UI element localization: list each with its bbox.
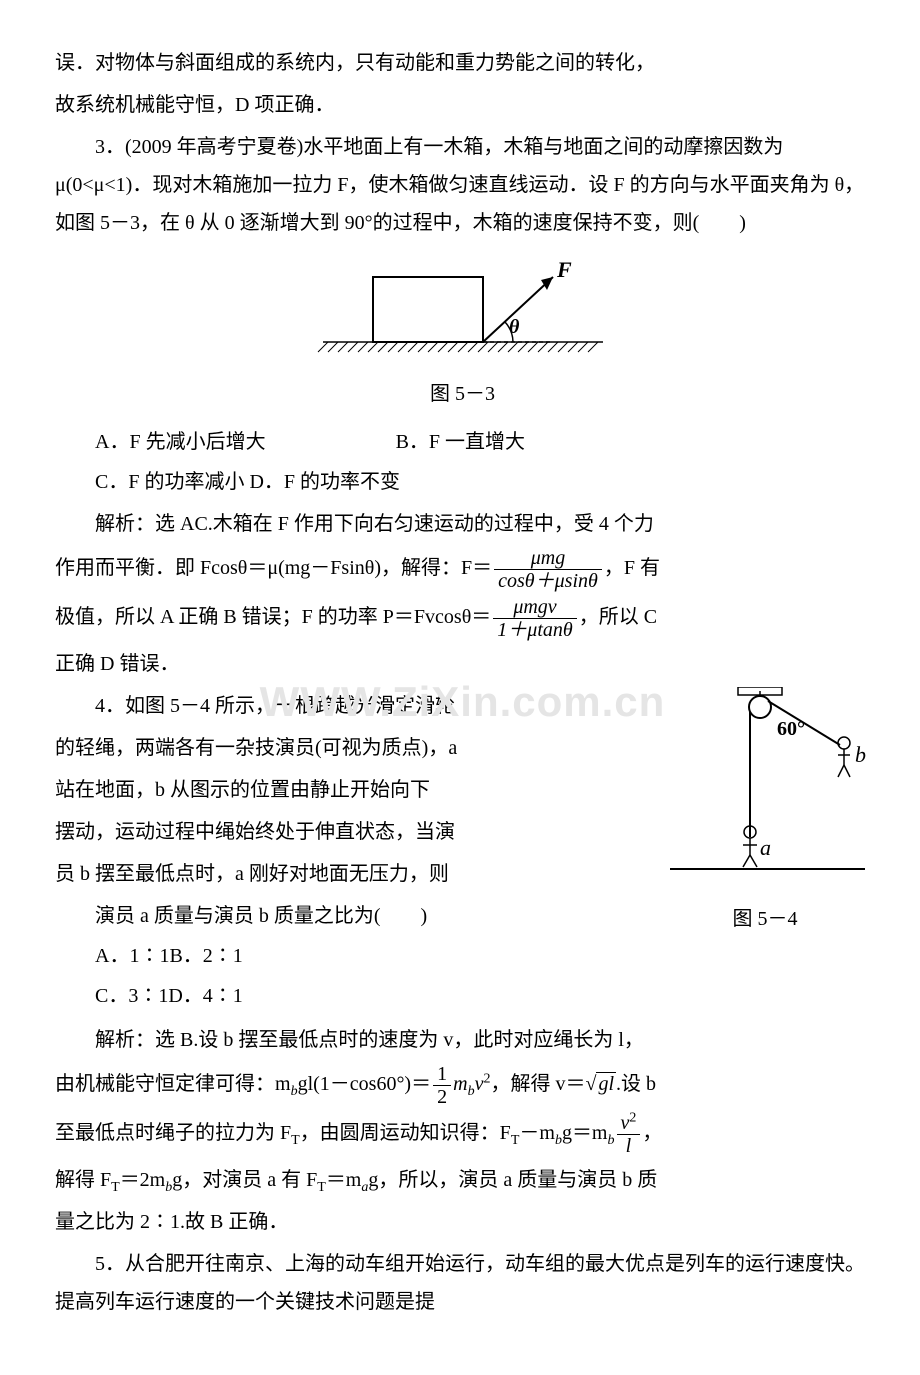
fig53-theta-label: θ <box>509 316 520 338</box>
q3-ans-body1: 作用而平衡．即 Fcosθ＝μ(mg－Fsinθ)，解得：F＝μmgcosθ＋μ… <box>55 547 870 592</box>
frac2-num: μmgv <box>493 596 576 618</box>
q3-optB: B．F 一直增大 <box>396 431 525 453</box>
q4a3e: ， <box>642 1122 662 1144</box>
v2l-sup: 2 <box>629 1110 636 1125</box>
frac2-den: 1＋μtanθ <box>493 618 576 641</box>
figure-5-3-wrap: F θ 图 5－3 <box>55 252 870 413</box>
figure-5-4: 60° b a <box>660 687 870 887</box>
q4a4a: 解得 F <box>55 1169 111 1191</box>
q4-ans4: 解得 FT＝2mbg，对演员 a 有 FT＝mag，所以，演员 a 质量与演员 … <box>55 1161 870 1199</box>
half-den: 2 <box>433 1085 451 1108</box>
q4-ans2: 由机械能守恒定律可得：mbgl(1－cos60°)＝12mbv2，解得 v＝√g… <box>55 1063 870 1108</box>
q4-ans5: 量之比为 2∶1.故 B 正确． <box>55 1203 870 1241</box>
q3-options-line2: C．F 的功率减小 D．F 的功率不变 <box>55 463 870 501</box>
q4a2d: ，解得 v＝ <box>490 1073 585 1095</box>
fig54-angle: 60° <box>777 718 805 740</box>
frag2: 故系统机械能守恒，D 项正确． <box>55 86 870 124</box>
figure-5-4-wrap: 60° b a 图 5－4 <box>660 687 870 938</box>
fig54-b: b <box>855 742 866 767</box>
q3-optA: A．F 先减小后增大 <box>95 431 266 453</box>
frac-v2l: v2l <box>617 1112 641 1157</box>
q4-optA: A．1∶1 <box>95 945 169 967</box>
q4a3b: ，由圆周运动知识得：F <box>300 1122 511 1144</box>
q4a3d: g＝m <box>562 1122 608 1144</box>
q3-ans-b1b: ，F 有 <box>604 557 660 579</box>
figure-5-3: F θ <box>303 252 623 362</box>
frac-mumgv: μmgv1＋μtanθ <box>493 596 576 641</box>
q4a2f: .设 b <box>616 1073 656 1095</box>
frac1-den: cosθ＋μsinθ <box>494 569 602 592</box>
q4-optB: B．2∶1 <box>169 945 242 967</box>
q4a2c: m <box>453 1073 467 1095</box>
fig54-caption: 图 5－4 <box>660 900 870 938</box>
q4-ans1: 解析：选 B.设 b 摆至最低点时的速度为 v，此时对应绳长为 l， <box>55 1021 870 1059</box>
q4a3c: －m <box>519 1122 555 1144</box>
q4-opt1: A．1∶1B．2∶1 <box>55 937 870 975</box>
q4a4b: ＝2m <box>120 1169 166 1191</box>
q4a4e: g，所以，演员 a 质量与演员 b 质 <box>368 1169 657 1191</box>
sqrt-icon: √ <box>585 1065 596 1103</box>
v2l-den: l <box>617 1134 641 1157</box>
q3-ans-b2b: ，所以 C <box>579 606 657 628</box>
fig54-a: a <box>760 835 771 860</box>
q4a2a: 由机械能守恒定律可得：m <box>55 1073 291 1095</box>
q4a2b: gl(1－cos60°)＝ <box>298 1073 432 1095</box>
q4a4d: ＝m <box>326 1169 362 1191</box>
q3-ans-b2a: 极值，所以 A 正确 B 错误；F 的功率 P＝Fvcosθ＝ <box>55 606 491 628</box>
fig53-caption: 图 5－3 <box>55 375 870 413</box>
q4-optD: D．4∶1 <box>168 985 242 1007</box>
q3-stem: 3．(2009 年高考宁夏卷)水平地面上有一木箱，木箱与地面之间的动摩擦因数为 … <box>55 128 870 242</box>
q4-opt2: C．3∶1D．4∶1 <box>55 977 870 1015</box>
watermark: WWW.ZiXin.com.cn <box>260 662 666 742</box>
q3-ans-lead: 解析：选 AC.木箱在 F 作用下向右匀速运动的过程中，受 4 个力 <box>55 505 870 543</box>
q3-optD: D．F 的功率不变 <box>249 471 400 493</box>
q4a3a: 至最低点时绳子的拉力为 F <box>55 1122 291 1144</box>
fig53-F-label: F <box>556 257 572 282</box>
q3-ans-b1a: 作用而平衡．即 Fcosθ＝μ(mg－Fsinθ)，解得：F＝ <box>55 557 492 579</box>
frac1-num: μmg <box>494 547 602 569</box>
q4-ans3: 至最低点时绳子的拉力为 FT，由圆周运动知识得：FT－mbg＝mbv2l， <box>55 1112 870 1157</box>
q3-ans-body2: 极值，所以 A 正确 B 错误；F 的功率 P＝Fvcosθ＝μmgv1＋μta… <box>55 596 870 641</box>
q4a2e: gl <box>596 1072 616 1095</box>
frac-half: 12 <box>433 1063 451 1108</box>
frac-mumg: μmgcosθ＋μsinθ <box>494 547 602 592</box>
frag1: 误．对物体与斜面组成的系统内，只有动能和重力势能之间的转化， <box>55 44 870 82</box>
q5-stem: 5．从合肥开往南京、上海的动车组开始运行，动车组的最大优点是列车的运行速度快。提… <box>55 1245 870 1321</box>
q3-options-line1: A．F 先减小后增大 B．F 一直增大 <box>55 423 870 461</box>
half-num: 1 <box>433 1063 451 1085</box>
q3-optC: C．F 的功率减小 <box>95 471 244 493</box>
q4a4c: g，对演员 a 有 F <box>172 1169 317 1191</box>
q4-optC: C．3∶1 <box>95 985 168 1007</box>
